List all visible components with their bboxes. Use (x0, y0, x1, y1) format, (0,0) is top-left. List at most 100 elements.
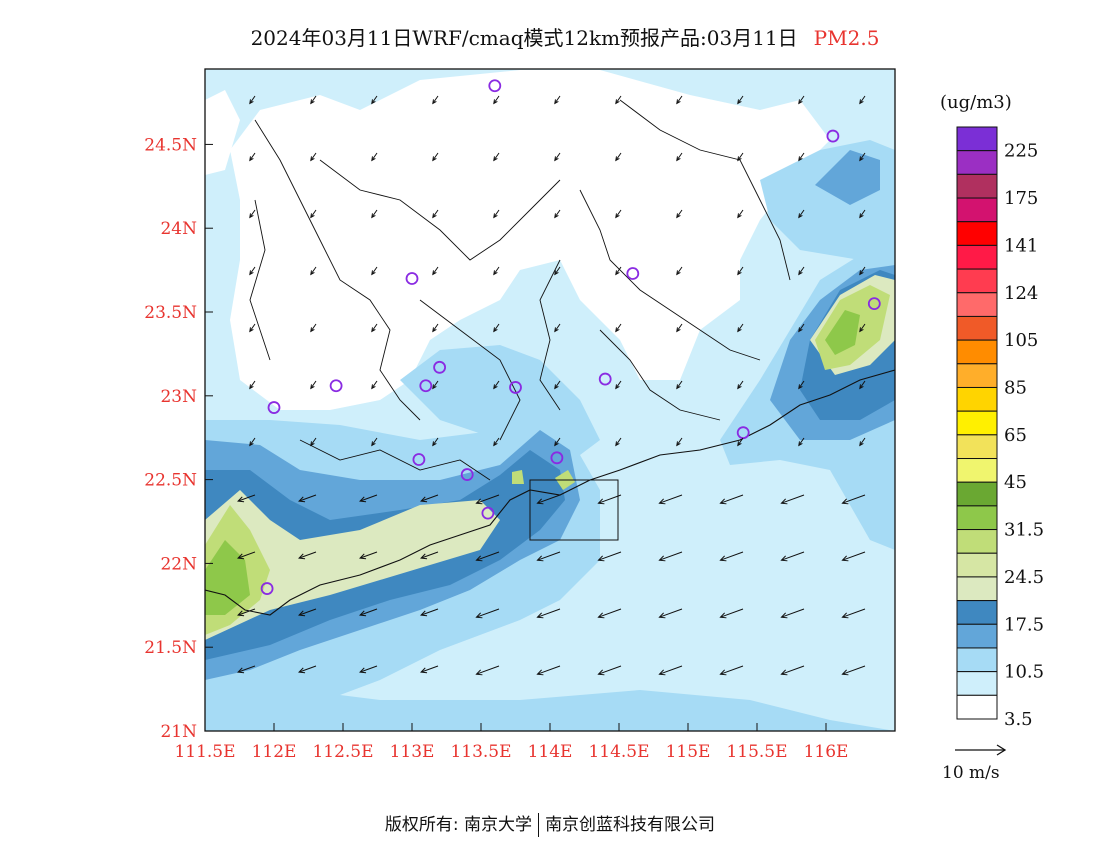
lon-tick-label: 115E (666, 742, 711, 762)
wind-arrow-icon (859, 95, 866, 105)
wind-arrow-icon (371, 437, 378, 447)
legend-label: 124 (1004, 283, 1038, 304)
wind-arrow-icon (615, 209, 622, 219)
wind-arrow-icon (719, 665, 744, 676)
wind-arrow-icon (475, 551, 500, 562)
wind-arrow-icon (780, 551, 805, 562)
wind-arrow-icon (798, 323, 805, 333)
wind-arrow-icon (737, 152, 744, 162)
wind-arrow-icon (536, 494, 561, 505)
wind-arrow-icon (493, 380, 500, 390)
wind-arrow-icon (798, 209, 805, 219)
legend-swatch (956, 434, 998, 460)
wind-arrow-icon (658, 665, 683, 676)
wind-arrow-icon (432, 323, 439, 333)
station-circle-icon (550, 451, 564, 465)
wind-arrows (237, 95, 866, 676)
wind-arrow-icon (310, 209, 317, 219)
field-light-blue-south (205, 690, 895, 731)
field-pale-green-band (205, 490, 500, 640)
legend-label: 85 (1004, 377, 1027, 398)
footer-divider (538, 813, 540, 837)
lat-tick-label: 23.5N (144, 303, 197, 323)
lon-tick-label: 113.5E (450, 742, 511, 762)
wind-arrow-icon (554, 380, 561, 390)
wind-arrow-icon (493, 266, 500, 276)
wind-arrow-icon (432, 209, 439, 219)
wind-arrow-icon (859, 266, 866, 276)
wind-arrow-icon (615, 152, 622, 162)
lon-tick-label: 114.5E (588, 742, 649, 762)
field-greener-east (825, 310, 860, 355)
wind-arrow-icon (841, 551, 866, 562)
legend-label: 31.5 (1004, 520, 1044, 541)
station-circle-icon (481, 506, 495, 520)
field-greener-west (205, 540, 250, 615)
wind-arrow-icon (310, 266, 317, 276)
title-pollutant: PM2.5 (813, 26, 880, 50)
wind-arrow-icon (798, 152, 805, 162)
station-circle-icon (509, 381, 522, 394)
wind-arrow-icon (841, 494, 866, 505)
legend-swatch (956, 647, 998, 673)
lon-tick-label: 111.5E (174, 742, 235, 762)
wind-arrow-icon (554, 95, 561, 105)
wind-arrow-icon (859, 152, 866, 162)
lon-tick-labels: 111.5E 112E 112.5E 113E 113.5E 114E 114.5E 115E… (174, 742, 848, 762)
wind-arrow-icon (237, 665, 256, 674)
wind-arrow-icon (780, 608, 805, 619)
wind-arrow-icon (859, 209, 866, 219)
station-circle-icon (433, 360, 447, 374)
legend-swatch (956, 268, 998, 294)
legend-swatch (956, 600, 998, 625)
legend-swatch (956, 529, 998, 554)
wind-arrow-icon (432, 152, 439, 162)
lat-tick-label: 21N (160, 722, 197, 742)
wind-arrow-icon (420, 494, 439, 503)
wind-scale-arrow (955, 744, 1007, 756)
wind-arrow-icon (676, 266, 683, 276)
station-markers (260, 79, 881, 595)
title-main: 2024年03月11日WRF/cmaq模式12km预报产品:03月11日 (250, 26, 798, 50)
station-circle-icon (598, 372, 612, 386)
wind-arrow-icon (554, 152, 561, 162)
wind-arrow-icon (719, 608, 744, 619)
lat-tick-label: 22N (160, 554, 197, 574)
wind-arrow-icon (780, 665, 805, 676)
legend-swatch (956, 481, 998, 507)
field-mid-blue-northeast (815, 150, 880, 205)
wind-arrow-icon (597, 665, 622, 676)
wind-arrow-icon (597, 494, 622, 505)
wind-arrow-icon (371, 380, 378, 390)
wind-arrow-icon (676, 95, 683, 105)
wind-arrow-icon (249, 323, 256, 333)
lon-tick-label: 114E (528, 742, 573, 762)
wind-arrow-icon (615, 266, 622, 276)
wind-arrow-icon (841, 608, 866, 619)
coastline (205, 369, 895, 616)
station-circle-icon (405, 272, 419, 285)
wind-arrow-icon (737, 209, 744, 219)
legend-label: 45 (1004, 472, 1027, 493)
lat-tick-label: 21.5N (144, 638, 197, 658)
wind-arrow-icon (536, 551, 561, 562)
wind-arrow-icon (554, 323, 561, 333)
wind-arrow-icon (676, 152, 683, 162)
wind-arrow-icon (249, 437, 256, 447)
lat-tick-label: 22.5N (144, 471, 197, 491)
wind-arrow-icon (554, 266, 561, 276)
wind-arrow-icon (676, 380, 683, 390)
lon-tick-label: 112.5E (312, 742, 373, 762)
wind-arrow-icon (249, 266, 256, 276)
wind-arrow-icon (658, 551, 683, 562)
wind-arrow-icon (310, 152, 317, 162)
station-circle-icon (626, 267, 640, 280)
copyright-footer: 版权所有: 南京大学 南京创蓝科技有限公司 (0, 810, 1100, 837)
wind-arrow-icon (615, 323, 622, 333)
footer-right: 南京创蓝科技有限公司 (545, 815, 716, 835)
legend-label: 141 (1004, 235, 1038, 256)
wind-arrow-icon (310, 95, 317, 105)
wind-arrow-icon (432, 380, 439, 390)
wind-arrow-icon (249, 95, 256, 105)
wind-arrow-icon (859, 323, 866, 333)
